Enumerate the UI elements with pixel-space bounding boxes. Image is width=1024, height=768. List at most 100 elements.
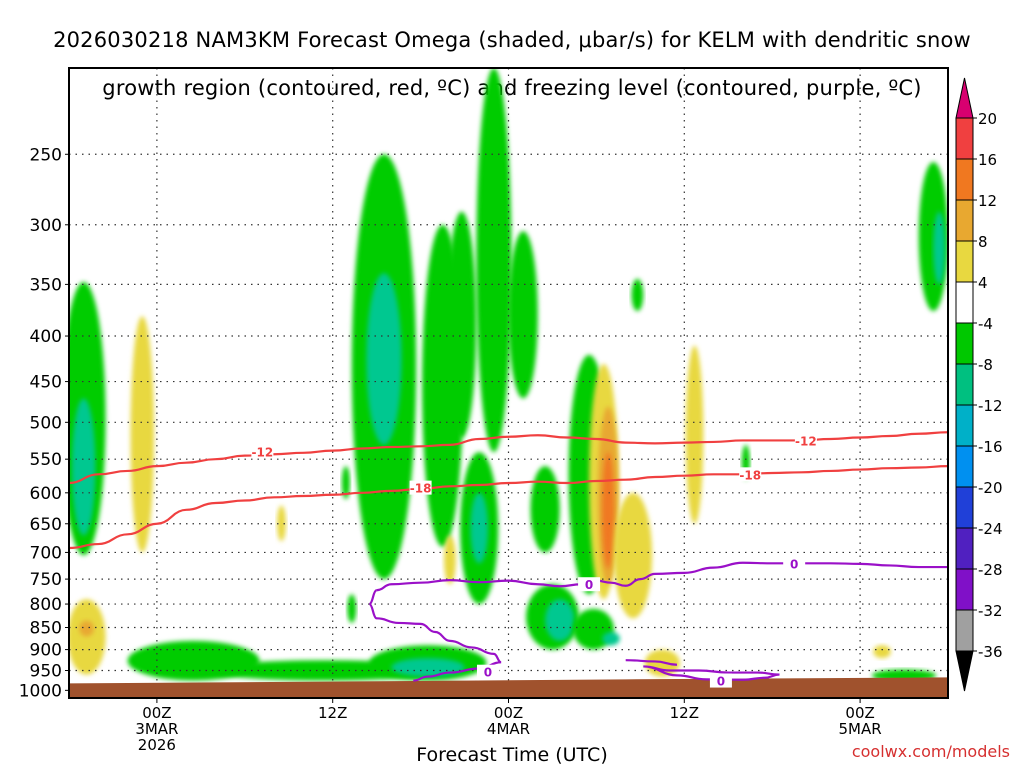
y-tick-label: 800: [30, 595, 62, 615]
x-tick-label: 00Z: [142, 704, 171, 722]
contour-label-bg: [794, 433, 817, 448]
omega-blob: [277, 505, 286, 542]
y-tick-label: 600: [30, 484, 62, 504]
omega-blob: [391, 658, 465, 677]
y-tick-label: 250: [30, 145, 62, 165]
x-tick-label: 5MAR: [839, 720, 882, 738]
colorbar-label: -28: [978, 561, 1003, 579]
omega-blob: [347, 594, 357, 623]
contour-label-bg: [709, 673, 732, 688]
contour-label: 0: [484, 666, 492, 680]
colorbar-segment: [955, 609, 974, 652]
colorbar-label: 4: [978, 274, 988, 292]
omega-blob: [366, 273, 402, 445]
colorbar-segment: [955, 117, 974, 160]
omega-blob: [476, 68, 512, 453]
y-tick-label: 850: [30, 618, 62, 638]
omega-blob: [444, 535, 456, 585]
omega-blob: [631, 278, 644, 312]
omega-blob: [341, 466, 350, 500]
omega-blob: [602, 632, 620, 646]
colorbar-label: -36: [978, 643, 1003, 661]
x-tick-label: 2026: [138, 736, 176, 754]
contour-label-bg: [251, 444, 274, 459]
x-tick-label: 12Z: [670, 704, 699, 722]
colorbar-label: -4: [978, 315, 993, 333]
title-line-1: 2026030218 NAM3KM Forecast Omega (shaded…: [53, 28, 971, 52]
colorbar-segment: [955, 281, 974, 324]
omega-blob: [69, 599, 106, 675]
colorbar-label: -12: [978, 397, 1003, 415]
y-tick-label: 300: [30, 216, 62, 236]
grid-lines: [69, 68, 948, 698]
colorbar-segment: [955, 486, 974, 529]
contour-label: 0: [717, 675, 725, 689]
y-tick-label: 450: [30, 373, 62, 393]
colorbar-bottom-arrow: [955, 650, 974, 692]
credit-text: coolwx.com/models: [851, 742, 1010, 761]
contour-label-bg: [739, 467, 762, 482]
omega-blob: [530, 466, 560, 553]
y-tick-label: 900: [30, 641, 62, 661]
x-tick-label: 00Z: [494, 704, 523, 722]
colorbar-top-arrow: [955, 77, 974, 119]
y-tick-label: 1000: [19, 681, 62, 701]
omega-blob: [130, 316, 154, 553]
freezing-level-contour: [643, 665, 780, 681]
y-tick-label: 950: [30, 662, 62, 682]
omega-blob: [933, 211, 946, 285]
colorbar-label: -16: [978, 438, 1003, 456]
y-tick-label: 750: [30, 570, 62, 590]
omega-blob: [508, 231, 538, 399]
colorbar: 20 16 12 8 4 -4 -8 -12 -16 -20 -24 -28 -32 -36: [955, 77, 1003, 692]
colorbar-label: -20: [978, 479, 1003, 497]
colorbar-segment: [955, 199, 974, 242]
y-tick-label: 550: [30, 450, 62, 470]
contour-label: -12: [252, 445, 274, 459]
y-tick-label: 500: [30, 413, 62, 433]
freezing-level-contour: [369, 589, 502, 682]
x-axis-label: Forecast Time (UTC): [416, 744, 608, 766]
contour-label: 0: [790, 557, 798, 571]
ground-surface: [69, 677, 948, 698]
colorbar-segment: [955, 322, 974, 365]
chart-title: 2026030218 NAM3KM Forecast Omega (shaded…: [0, 4, 1024, 124]
colorbar-segment: [955, 568, 974, 611]
omega-blob: [613, 492, 653, 619]
y-tick-label: 700: [30, 543, 62, 563]
y-axis: 250 300 350 400 450 500 550 600 650 700 750 800 850 9…: [19, 145, 69, 701]
contour-label: -12: [795, 434, 817, 448]
omega-blob: [545, 599, 575, 641]
freezing-level-contour: [376, 561, 948, 592]
y-tick-label: 400: [30, 327, 62, 347]
colorbar-label: -24: [978, 520, 1003, 538]
contour-label: -18: [410, 482, 432, 496]
omega-blob: [446, 211, 477, 438]
colorbar-segment: [955, 363, 974, 406]
ground-layer: [69, 677, 948, 698]
contour-labels: -12 -12 -18 -18 0 0 0 0: [251, 433, 817, 689]
contour-label-bg: [783, 556, 806, 571]
contour-label: 0: [585, 578, 593, 592]
x-tick-label: 12Z: [318, 704, 347, 722]
colorbar-segment: [955, 404, 974, 447]
y-tick-label: 350: [30, 275, 62, 295]
colorbar-segment: [955, 445, 974, 488]
colorbar-label: 16: [978, 151, 997, 169]
colorbar-label: 8: [978, 233, 988, 251]
omega-blob: [79, 620, 94, 637]
omega-shading: [69, 68, 948, 682]
omega-blob: [685, 345, 704, 524]
colorbar-label: -8: [978, 356, 993, 374]
omega-blob: [71, 398, 96, 536]
dgz-minus18-contour: [69, 465, 948, 550]
omega-blob: [873, 645, 891, 659]
colorbar-segment: [955, 527, 974, 570]
x-tick-label: 4MAR: [487, 720, 530, 738]
title-line-2: growth region (contoured, red, ºC) and f…: [102, 76, 922, 100]
colorbar-label: -32: [978, 602, 1003, 620]
omega-blob: [602, 452, 614, 569]
colorbar-segment: [955, 240, 974, 283]
